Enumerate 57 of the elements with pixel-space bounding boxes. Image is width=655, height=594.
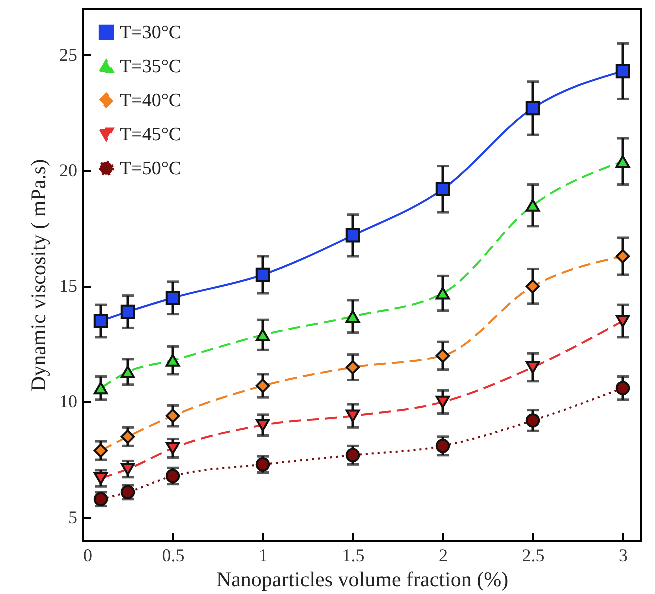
point xyxy=(616,249,630,264)
point xyxy=(120,366,136,378)
point xyxy=(526,361,540,374)
point xyxy=(526,279,540,294)
x-tick-label: 0 xyxy=(84,546,92,566)
legend-label: T=35°C xyxy=(120,56,182,78)
point xyxy=(256,328,270,342)
point xyxy=(346,360,360,375)
point xyxy=(346,228,360,243)
point xyxy=(120,304,136,320)
point xyxy=(616,381,630,396)
y-tick-label: 5 xyxy=(68,507,78,528)
point xyxy=(166,354,180,367)
point xyxy=(94,444,108,458)
point xyxy=(346,448,360,463)
y-tick-label: 20 xyxy=(60,160,78,180)
point xyxy=(256,419,270,432)
point xyxy=(256,268,270,282)
legend-label: T=50°C xyxy=(120,158,182,180)
point xyxy=(120,430,136,444)
point xyxy=(120,462,136,476)
point xyxy=(436,182,450,197)
y-tick-label: 25 xyxy=(60,44,78,65)
point xyxy=(256,458,270,472)
x-tick-label: 0.5 xyxy=(162,546,185,566)
x-tick-label: 2.5 xyxy=(522,546,545,566)
point xyxy=(436,348,450,364)
point xyxy=(166,408,180,424)
point xyxy=(346,310,360,323)
point xyxy=(616,314,630,328)
point xyxy=(256,378,270,394)
point xyxy=(436,396,450,409)
y-tick-label: 10 xyxy=(60,392,78,412)
point xyxy=(166,469,180,484)
point xyxy=(526,101,540,116)
point xyxy=(526,199,540,212)
point xyxy=(166,442,180,455)
point xyxy=(346,410,360,422)
point xyxy=(94,314,108,328)
point xyxy=(166,291,180,306)
x-tick-label: 2 xyxy=(439,546,448,566)
point xyxy=(616,64,630,79)
point xyxy=(616,155,630,168)
x-axis-title: Nanoparticles volume fraction (%) xyxy=(216,568,509,592)
point xyxy=(436,439,450,454)
x-tick-label: 1 xyxy=(259,546,268,566)
x-tick-label: 1.5 xyxy=(342,546,365,566)
legend-label: T=40°C xyxy=(120,90,182,112)
x-tick-label: 3 xyxy=(619,546,628,566)
y-tick-label: 15 xyxy=(60,276,78,296)
point xyxy=(94,472,108,485)
legend-label: T=45°C xyxy=(120,124,182,146)
point xyxy=(94,382,108,395)
point xyxy=(526,414,540,428)
point xyxy=(436,287,450,300)
y-axis-title: Dynamic viscosity ( mPa.s) xyxy=(26,159,50,392)
legend-label: T=30°C xyxy=(120,22,182,44)
